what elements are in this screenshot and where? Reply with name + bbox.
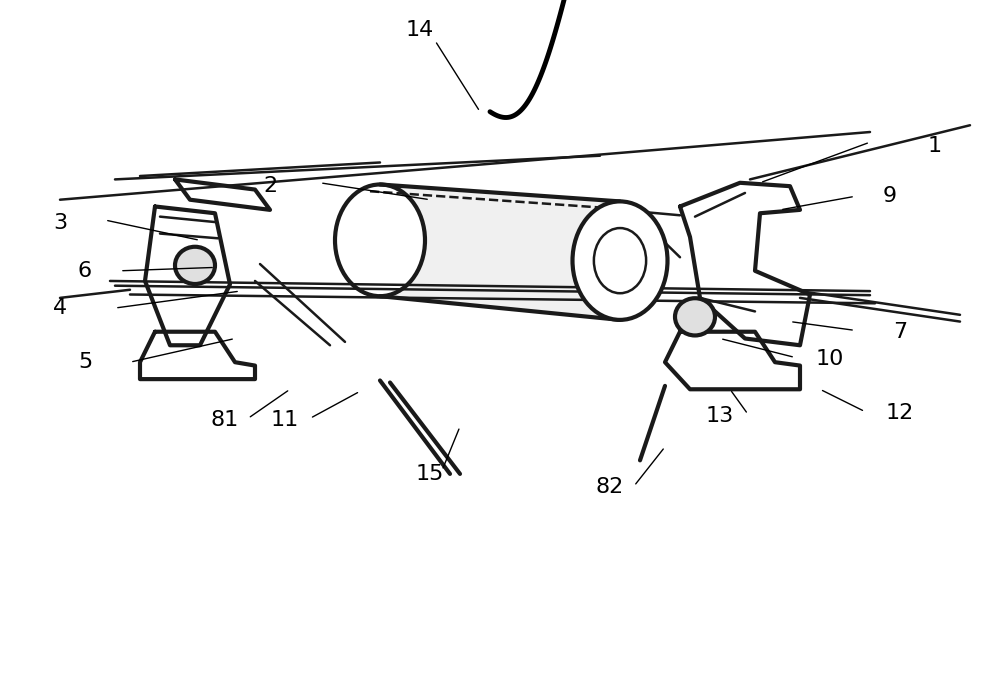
Text: 11: 11 — [271, 410, 299, 430]
Text: 6: 6 — [78, 261, 92, 281]
Text: 10: 10 — [816, 349, 844, 369]
Text: 7: 7 — [893, 322, 907, 342]
Text: 82: 82 — [596, 477, 624, 498]
Text: 2: 2 — [263, 176, 277, 196]
Text: 81: 81 — [211, 410, 239, 430]
Text: 1: 1 — [928, 135, 942, 156]
Ellipse shape — [572, 201, 668, 320]
Ellipse shape — [675, 298, 715, 336]
Text: 4: 4 — [53, 298, 67, 318]
Text: 13: 13 — [706, 406, 734, 427]
Text: 15: 15 — [416, 464, 444, 484]
Ellipse shape — [335, 184, 425, 297]
Text: 9: 9 — [883, 186, 897, 206]
Text: 12: 12 — [886, 403, 914, 423]
Ellipse shape — [175, 246, 215, 284]
Text: 5: 5 — [78, 352, 92, 372]
Polygon shape — [380, 184, 620, 320]
Text: 14: 14 — [406, 20, 434, 41]
Text: 3: 3 — [53, 213, 67, 234]
